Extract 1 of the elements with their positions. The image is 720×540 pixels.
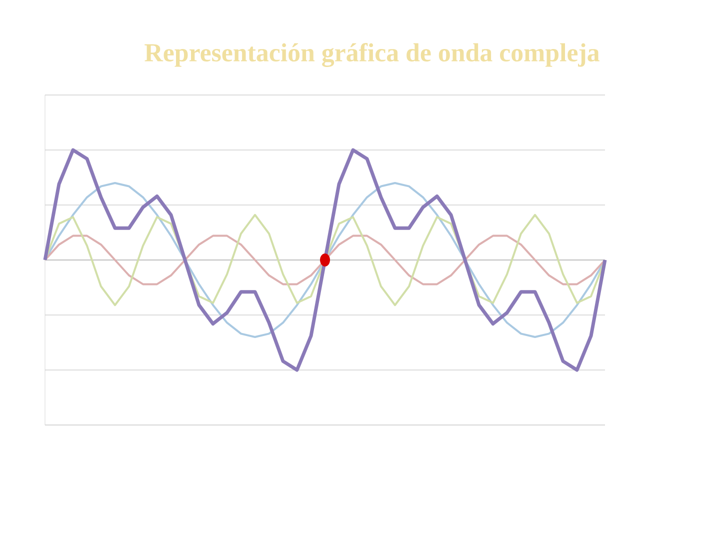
chart-title: Representación gráfica de onda compleja [144, 43, 600, 67]
